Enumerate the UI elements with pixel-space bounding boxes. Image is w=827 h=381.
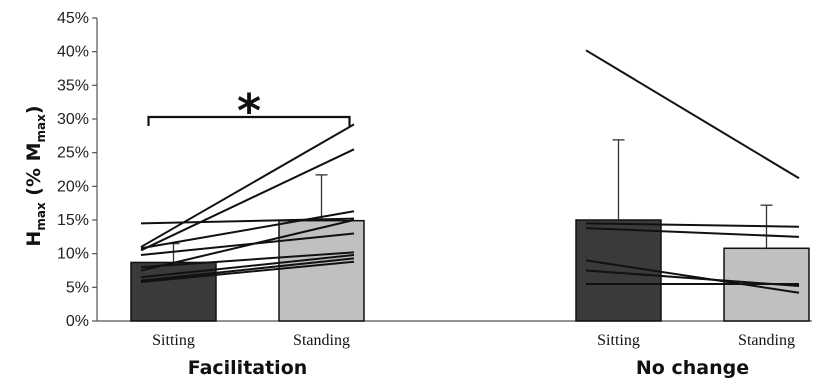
subject-line [140,148,355,252]
y-axis-label-part: (% M [23,142,45,202]
y-tick-label: 0% [66,313,89,330]
y-axis-label: Hmax (% Mmax) [23,105,48,246]
category-label: Sitting [597,332,640,349]
subject-line [585,49,800,180]
y-tick-label: 5% [66,279,89,296]
subject-line [140,210,355,250]
group-labels: Facilitation No change [188,357,749,379]
group-label: No change [636,357,749,379]
significance-marker: * [237,84,261,138]
y-tick-label: 30% [57,111,89,128]
y-tick-label: 40% [57,44,89,61]
y-axis-title: Hmax (% Mmax) [23,105,48,246]
y-tick-label: 10% [57,246,89,263]
subject-line [140,219,355,272]
group-label: Facilitation [188,357,308,379]
significance-bracket [147,115,351,126]
subject-line [140,251,355,269]
subject-lines [140,49,800,294]
category-label: Sitting [152,332,195,349]
y-tick-label: 35% [57,77,89,94]
y-tick-label: 45% [57,10,89,27]
y-axis-label-part: ) [23,105,45,114]
category-label: Standing [293,332,350,349]
significance: * [147,84,351,138]
subject-line [140,260,355,283]
y-axis-label-part: H [23,231,45,247]
subject-line [140,257,355,282]
subject-line [140,217,355,225]
bar-facilitation-sitting [130,261,217,322]
subject-line [585,259,800,294]
subject-line [140,254,355,279]
category-labels: Sitting Standing Sitting Standing [152,332,795,349]
y-axis-label-part: max [34,114,48,143]
y-tick-label: 15% [57,212,89,229]
y-tick-label: 25% [57,145,89,162]
category-label: Standing [738,332,795,349]
subject-line [585,227,800,238]
y-tick-label: 20% [57,178,89,195]
subject-line [585,222,800,228]
subject-line [140,123,355,248]
y-axis-label-part: max [34,202,48,231]
y-ticks: 0% 5% 10% 15% 20% 25% 30% 35% 40% 45% [57,10,97,330]
